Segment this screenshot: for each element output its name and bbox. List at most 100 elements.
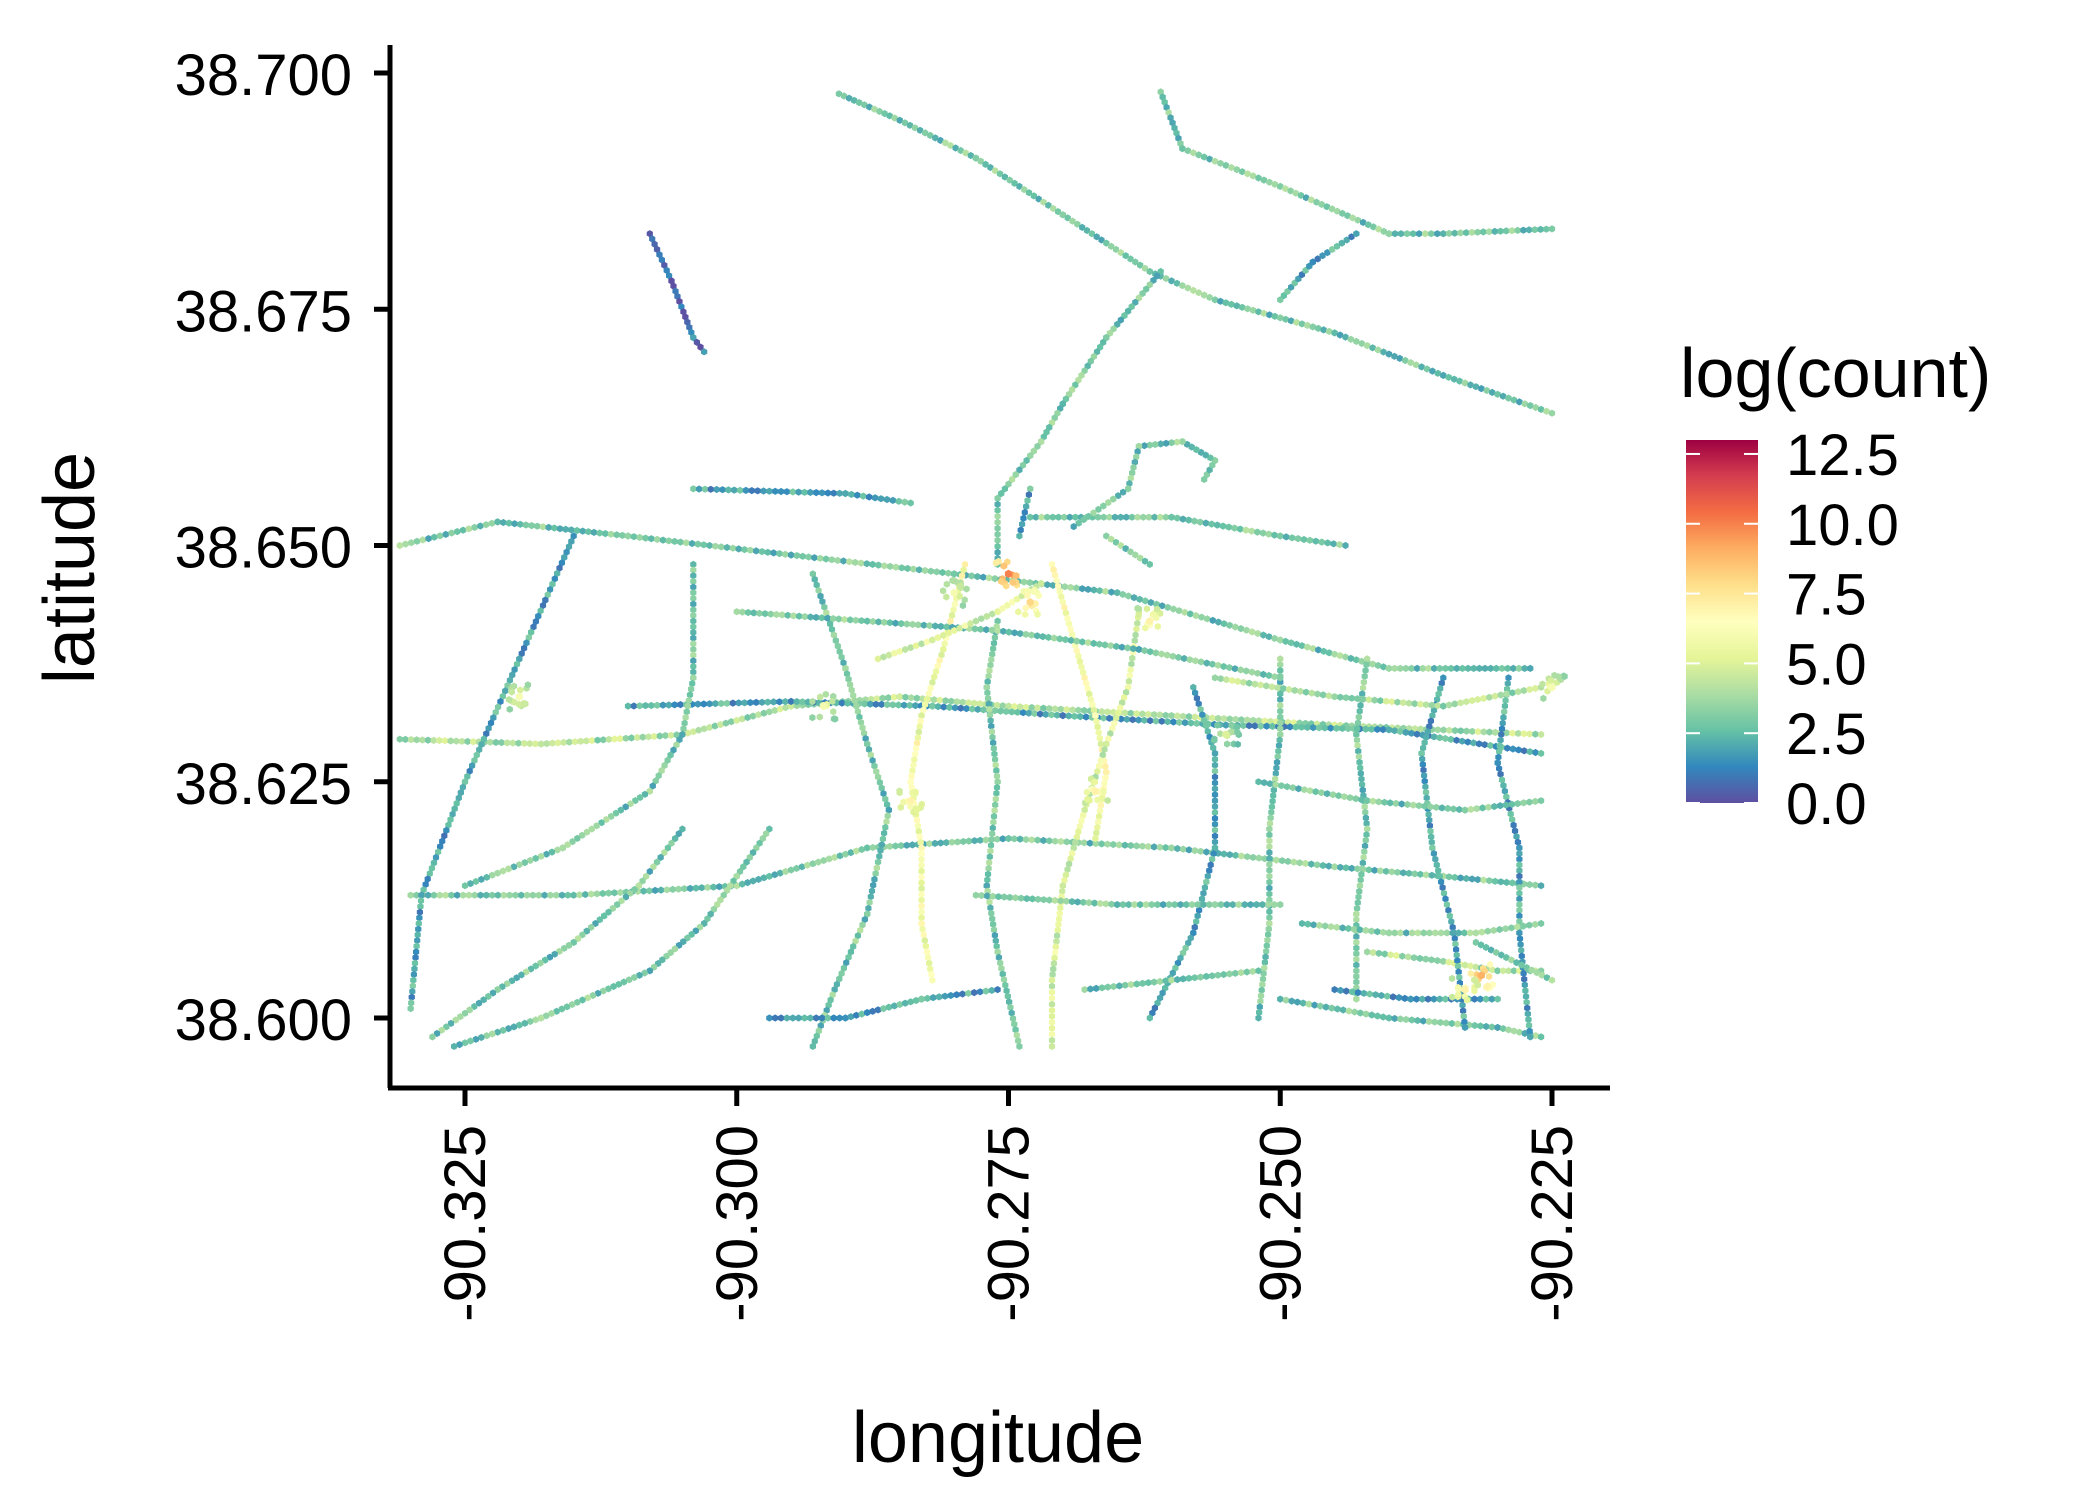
hex-bin (907, 644, 914, 652)
hex-bin (1096, 587, 1103, 595)
hex-bin (473, 751, 480, 759)
hex-bin (1168, 844, 1175, 852)
hex-bin (1419, 755, 1426, 763)
hex-bin (1411, 700, 1418, 708)
hex-bin (1191, 974, 1198, 982)
hex-bin (1487, 960, 1494, 969)
hex-bin (1365, 221, 1372, 229)
hex-bin (592, 919, 599, 928)
hex-bin (1122, 981, 1129, 989)
hex-bin (1273, 856, 1280, 864)
hex-bin (884, 812, 891, 820)
hex-bin (824, 1014, 831, 1022)
hex-bin (464, 737, 471, 746)
hex-bin (628, 734, 635, 742)
hex-bin (1428, 833, 1435, 841)
hex-bin (653, 245, 661, 253)
hex-bin (1302, 859, 1309, 867)
hex-bin (654, 535, 661, 543)
legend-colorbar (1686, 440, 1758, 803)
hex-bin (551, 950, 558, 958)
hex-bin (706, 700, 713, 708)
hex-bin (677, 701, 684, 709)
hex-bin (1274, 753, 1281, 761)
hex-bin (1081, 367, 1088, 375)
hex-bin (656, 251, 663, 259)
hex-bin (1251, 680, 1258, 688)
hex-bin (1266, 854, 1273, 863)
hex-bin (989, 650, 996, 658)
hex-bin (1505, 967, 1512, 975)
hex-bin (632, 797, 639, 805)
hex-bin (1440, 230, 1447, 238)
hex-bin (1526, 881, 1533, 889)
hex-bin (448, 529, 455, 537)
hex-bin (1146, 267, 1153, 276)
hex-bin (1399, 952, 1406, 960)
hex-bin (430, 859, 438, 867)
hex-bin (1369, 660, 1376, 668)
hex-bin (772, 487, 779, 495)
hex-bin (1073, 637, 1080, 645)
hex-bin (437, 843, 444, 851)
hex-bin (864, 910, 871, 918)
hex-bin (642, 702, 649, 710)
hex-bin (1001, 893, 1008, 901)
hotspot (505, 681, 531, 713)
hex-bin (413, 891, 420, 899)
hex-bin (523, 968, 530, 976)
hex-bin (755, 711, 762, 719)
hex-bin (859, 921, 866, 929)
hex-bin (998, 964, 1005, 973)
hex-bin (1240, 722, 1247, 730)
hex-bin (992, 559, 1000, 567)
hex-bin (990, 812, 998, 820)
hex-bin (875, 561, 882, 569)
hex-bin (1345, 725, 1352, 733)
hex-bin (1488, 995, 1495, 1003)
hex-bin (1016, 182, 1023, 190)
hex-bin (1380, 663, 1387, 671)
hex-bin (1048, 988, 1056, 996)
hex-bin (940, 645, 947, 653)
hex-bin (848, 490, 855, 498)
hex-bin (1461, 1018, 1468, 1026)
hex-bin (766, 825, 773, 833)
hex-bin (1497, 770, 1504, 778)
hex-bin (1548, 677, 1555, 685)
hex-bin (1426, 816, 1433, 824)
hex-bin (1234, 728, 1241, 736)
hex-bin (1391, 230, 1399, 238)
hex-bin (923, 948, 931, 956)
hotspot (1467, 960, 1496, 992)
hex-bin (989, 892, 996, 900)
hex-bin (1443, 929, 1450, 937)
hex-bin (1503, 953, 1510, 962)
legend: log(count) 0.02.55.07.510.012.5 (1680, 334, 1991, 837)
hex-bin (1104, 840, 1111, 848)
hex-bin (1102, 900, 1109, 908)
hex-bin (984, 694, 992, 702)
hex-bin (1027, 485, 1034, 493)
hex-bin (534, 522, 541, 530)
track (1298, 919, 1545, 937)
hex-bin (411, 965, 418, 973)
hex-bin (896, 647, 903, 655)
hex-bin (961, 596, 968, 604)
hex-bin (1199, 711, 1206, 719)
hex-bin (1157, 267, 1164, 276)
hex-bin (548, 848, 556, 856)
hex-bin (1237, 525, 1244, 533)
hex-bin (1093, 348, 1101, 356)
hex-bin (1499, 719, 1506, 727)
hex-bin (1331, 650, 1338, 658)
hex-bin (782, 704, 789, 712)
hex-bin (673, 731, 680, 739)
hex-bin (1423, 794, 1430, 802)
hex-bin (599, 889, 606, 898)
hex-bin (489, 871, 496, 879)
hex-bin (1446, 726, 1453, 734)
hex-bin (1426, 722, 1433, 730)
hex-bin (972, 617, 979, 625)
hex-bin (1277, 690, 1284, 698)
